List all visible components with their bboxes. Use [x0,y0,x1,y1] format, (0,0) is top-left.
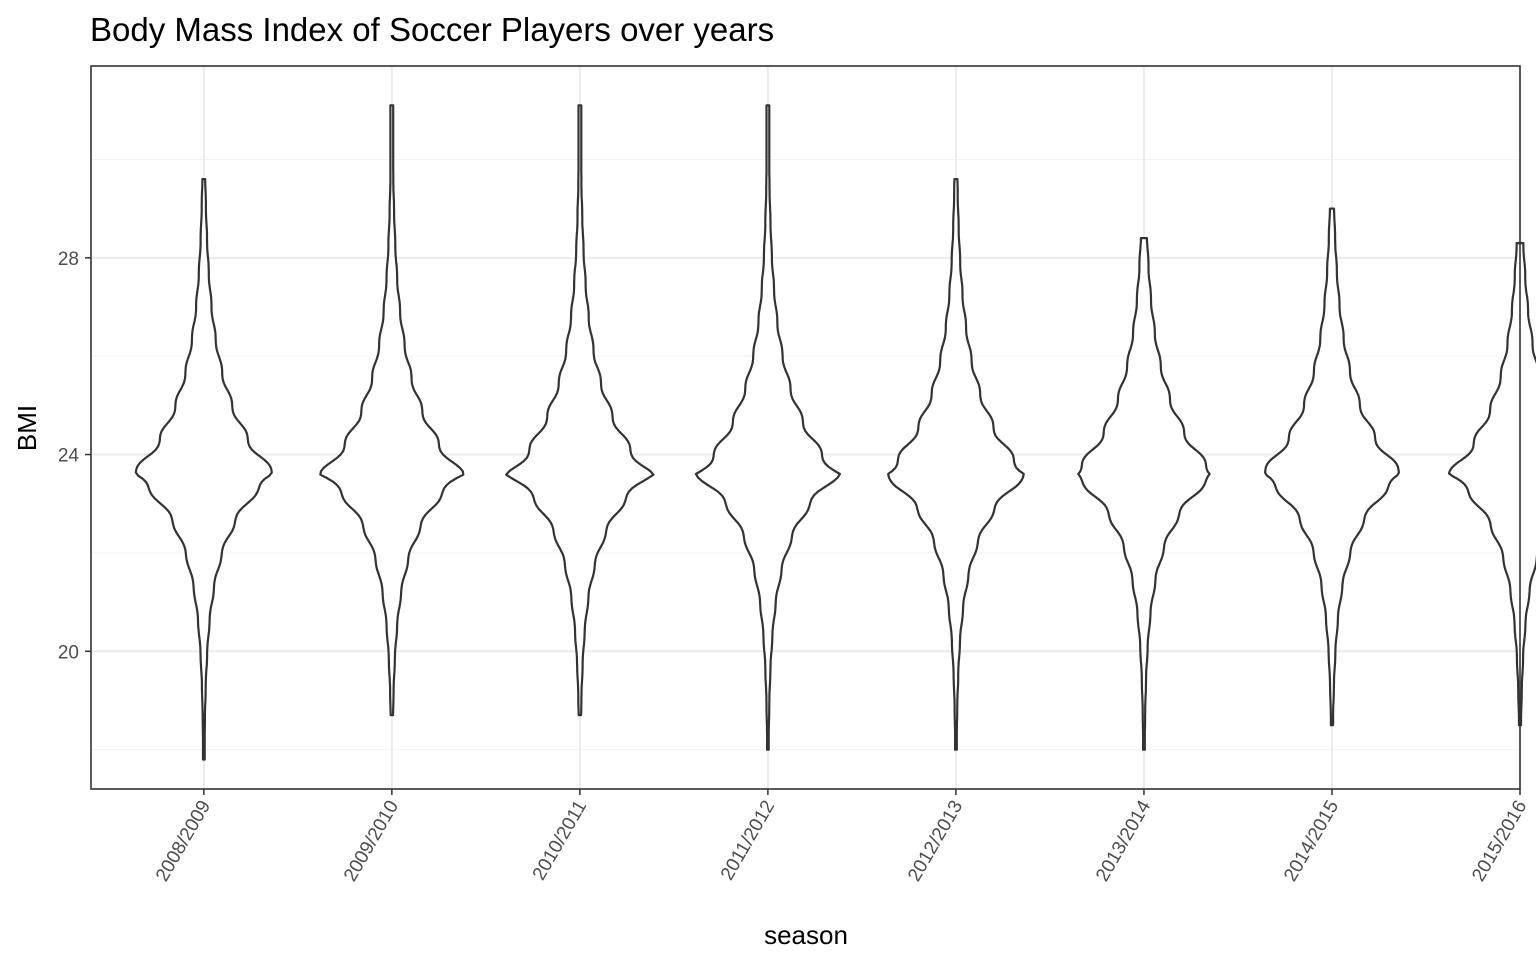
x-tick-label: 2015/2016 [1468,797,1531,885]
violin-2014/2015 [1264,207,1400,727]
x-tick-label: 2014/2015 [1280,797,1343,885]
y-axis-title: BMI [12,405,42,451]
x-tick-label: 2008/2009 [152,797,215,885]
x-tick-label: 2010/2011 [529,797,591,884]
chart-title: Body Mass Index of Soccer Players over y… [90,11,774,48]
x-tick-label: 2009/2010 [340,797,403,885]
x-tick-label: 2011/2012 [717,797,779,884]
violin-2010/2011 [505,104,655,717]
violin-2009/2010 [319,104,465,717]
x-tick-label: 2012/2013 [904,797,967,885]
y-axis: 20 24 28 [58,249,91,663]
plot-panel [90,65,1536,790]
violin-2008/2009 [134,178,273,761]
x-tick-label: 2013/2014 [1092,797,1155,886]
violin-2011/2012 [694,104,841,751]
x-axis: 2008/2009 2009/2010 2010/2011 2011/2012 2012… [152,789,1531,885]
violin-2012/2013 [887,178,1025,751]
y-tick-label: 20 [58,642,79,663]
violin-2013/2014 [1077,237,1211,751]
violin-2015/2016 [1447,242,1536,727]
x-axis-title: season [764,920,848,950]
violins [134,104,1536,761]
y-tick-label: 28 [58,249,79,270]
panel-background [91,66,1520,789]
panel-border [90,65,1521,790]
y-tick-label: 24 [58,446,80,467]
